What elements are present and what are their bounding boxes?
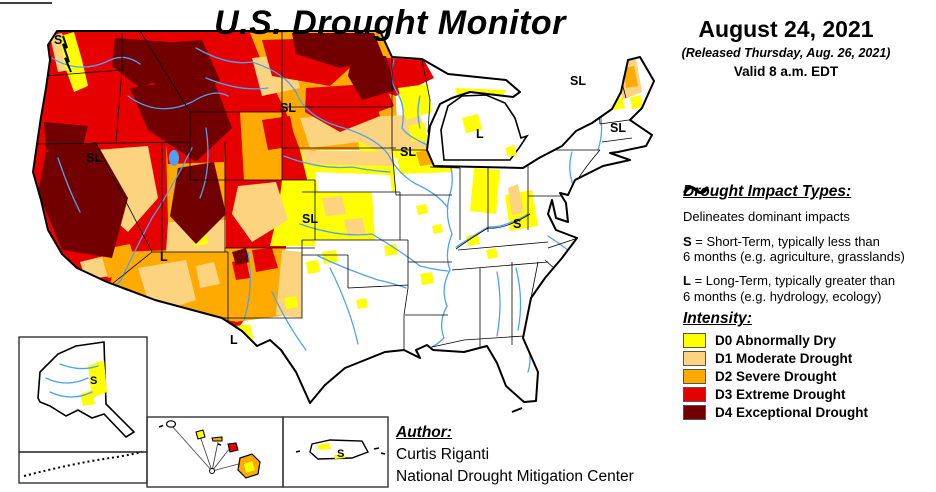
d3-label: D3 Extreme Drought bbox=[715, 386, 846, 402]
intensity-row-d1: D1 Moderate Drought bbox=[683, 350, 928, 366]
label-nevada: SL bbox=[86, 151, 102, 165]
label-puerto-rico: S bbox=[337, 448, 344, 460]
florida-keys bbox=[511, 407, 523, 413]
conus-map bbox=[32, 30, 655, 413]
label-washington: S bbox=[54, 33, 62, 47]
release-date: (Released Thursday, Aug. 26, 2021) bbox=[681, 46, 891, 60]
map-date: August 24, 2021 bbox=[698, 16, 874, 42]
intensity-row-d0: D0 Abnormally Dry bbox=[683, 332, 928, 348]
d3-swatch bbox=[683, 386, 706, 402]
d1-swatch bbox=[683, 350, 706, 366]
short-term-line1: = Short-Term, typically less than bbox=[695, 233, 880, 249]
label-new-hampshire: SL bbox=[570, 74, 586, 88]
label-virginia: S bbox=[513, 217, 521, 231]
intensity-legend: Intensity: D0 Abnormally Dry D1 Moderate… bbox=[683, 310, 928, 423]
aleutian-islands bbox=[23, 451, 143, 477]
valid-time: Valid 8 a.m. EDT bbox=[733, 64, 839, 79]
d0-swatch bbox=[683, 332, 706, 348]
impact-legend: Drought Impact Types: Delineates dominan… bbox=[683, 183, 928, 313]
d4-swatch bbox=[683, 404, 706, 420]
author-block: Author: Curtis Riganti National Drought … bbox=[396, 422, 666, 488]
d0-label: D0 Abnormally Dry bbox=[715, 332, 837, 348]
puerto-rico-inset bbox=[282, 416, 389, 488]
long-term-definition: L = Long-Term, typically greater than 6 … bbox=[683, 273, 928, 304]
alaska-inset bbox=[18, 336, 148, 484]
label-montana-dakotas: SL bbox=[280, 101, 296, 115]
label-south-texas: L bbox=[230, 333, 238, 347]
long-term-line1: = Long-Term, typically greater than bbox=[694, 273, 896, 289]
long-term-key: L bbox=[683, 273, 691, 289]
intensity-row-d4: D4 Exceptional Drought bbox=[683, 404, 928, 420]
conus-outline bbox=[32, 30, 655, 404]
label-iowa: SL bbox=[400, 145, 416, 159]
date-block: August 24, 2021 (Released Thursday, Aug.… bbox=[652, 16, 920, 79]
impact-legend-heading: Drought Impact Types: bbox=[683, 183, 852, 200]
state-borders bbox=[36, 31, 637, 352]
label-arizona: L bbox=[160, 250, 168, 264]
intensity-heading: Intensity: bbox=[683, 310, 752, 327]
d4-label: D4 Exceptional Drought bbox=[715, 404, 869, 420]
short-term-line2: 6 months (e.g. agriculture, grasslands) bbox=[683, 248, 905, 264]
short-term-key: S bbox=[683, 233, 692, 249]
label-michigan: L bbox=[476, 127, 484, 141]
author-heading: Author: bbox=[396, 424, 452, 441]
d1-label: D1 Moderate Drought bbox=[715, 350, 853, 366]
short-term-definition: S = Short-Term, typically less than 6 mo… bbox=[683, 234, 928, 265]
author-name: Curtis Riganti bbox=[396, 446, 490, 463]
long-term-line2: 6 months (e.g. hydrology, ecology) bbox=[683, 288, 882, 304]
great-salt-lake bbox=[169, 150, 179, 166]
lower-michigan bbox=[440, 94, 529, 161]
delineates-row: Delineates dominant impacts bbox=[683, 185, 928, 225]
label-kansas: SL bbox=[302, 212, 318, 226]
d2-label: D2 Severe Drought bbox=[715, 368, 837, 384]
hawaii-inset bbox=[146, 416, 284, 488]
label-alaska: S bbox=[90, 375, 97, 387]
d2-swatch bbox=[683, 368, 706, 384]
drought-shading bbox=[33, 31, 643, 373]
intensity-row-d3: D3 Extreme Drought bbox=[683, 386, 928, 402]
page-title: U.S. Drought Monitor bbox=[214, 4, 566, 42]
author-org: National Drought Mitigation Center bbox=[396, 468, 634, 485]
intensity-row-d2: D2 Severe Drought bbox=[683, 368, 928, 384]
map-impact-labels: S SL SL SL SL L L S L SL SL S S bbox=[54, 33, 626, 460]
squiggle-icon bbox=[683, 185, 709, 195]
puget-sound bbox=[62, 35, 72, 73]
label-massachusetts: SL bbox=[610, 121, 626, 135]
delineates-label: Delineates dominant impacts bbox=[683, 209, 850, 225]
